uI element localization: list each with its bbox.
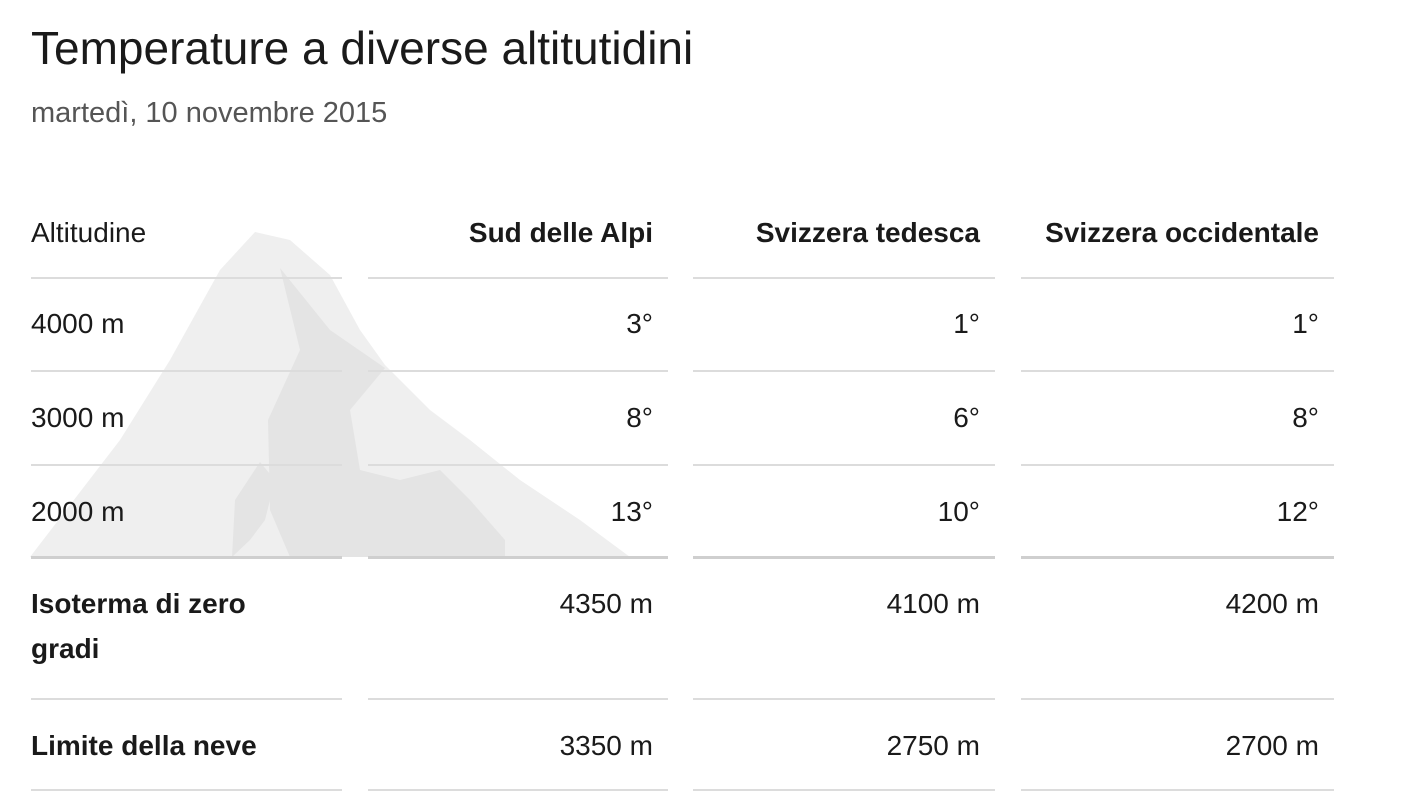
table-cell: 4350 m <box>559 588 653 619</box>
table-cell: 2700 m <box>1225 730 1319 761</box>
row-divider <box>1021 370 1334 372</box>
row-divider <box>31 464 342 466</box>
row-label: 3000 m <box>31 402 125 433</box>
row-divider <box>693 698 995 700</box>
row-label: Limite della neve <box>31 730 257 761</box>
row-divider <box>693 277 995 279</box>
row-divider <box>31 556 342 559</box>
row-divider <box>368 698 668 700</box>
row-divider <box>1021 556 1334 559</box>
row-label: 4000 m <box>31 308 125 339</box>
row-divider <box>368 370 668 372</box>
table-cell: 3350 m <box>559 730 653 761</box>
table-cell: 4200 m <box>1225 588 1319 619</box>
column-header: Altitudine <box>31 217 147 248</box>
table-cell: 4100 m <box>886 588 980 619</box>
row-divider <box>1021 789 1334 791</box>
table-cell: 2750 m <box>886 730 980 761</box>
row-divider <box>693 789 995 791</box>
row-label: Isoterma di zero gradi <box>31 588 246 664</box>
table-cell: 8° <box>626 402 653 433</box>
row-divider <box>31 370 342 372</box>
column-header: Svizzera tedesca <box>755 217 980 248</box>
table-cell: 1° <box>1292 308 1319 339</box>
row-divider <box>368 789 668 791</box>
row-divider <box>31 789 342 791</box>
table-cell: 1° <box>953 308 980 339</box>
table-cell: 12° <box>1276 496 1319 527</box>
table-cell: 8° <box>1292 402 1319 433</box>
row-divider <box>1021 464 1334 466</box>
column-header: Sud delle Alpi <box>468 217 653 248</box>
mountain-illustration <box>30 232 630 557</box>
row-divider <box>368 556 668 559</box>
row-divider <box>693 464 995 466</box>
table-cell: 6° <box>953 402 980 433</box>
row-divider <box>31 277 342 279</box>
row-divider <box>1021 277 1334 279</box>
row-divider <box>368 277 668 279</box>
subtitle: martedì, 10 novembre 2015 <box>31 97 388 129</box>
row-divider <box>31 698 342 700</box>
row-label: 2000 m <box>31 496 125 527</box>
table-cell: 3° <box>626 308 653 339</box>
row-divider <box>693 370 995 372</box>
table-cell: 10° <box>937 496 980 527</box>
row-divider <box>1021 698 1334 700</box>
row-divider <box>693 556 995 559</box>
column-header: Svizzera occidentale <box>1045 217 1319 248</box>
title: Temperature a diverse altitutidini <box>31 22 694 74</box>
row-divider <box>368 464 668 466</box>
table-cell: 13° <box>610 496 653 527</box>
